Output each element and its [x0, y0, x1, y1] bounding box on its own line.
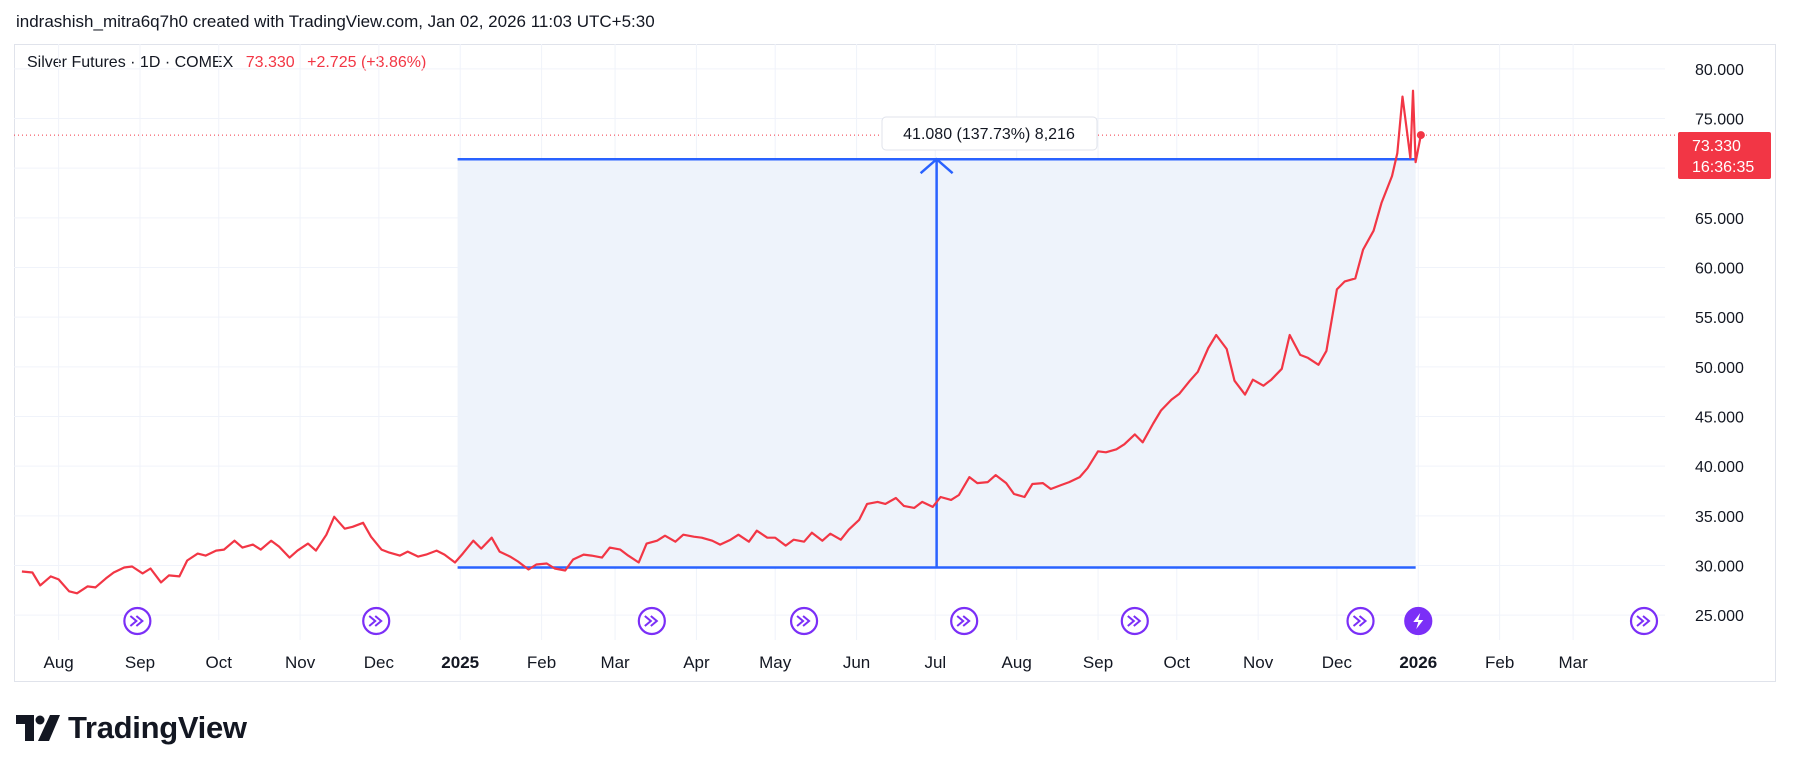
- chart-frame: [14, 44, 1776, 682]
- tradingview-brand-text: TradingView: [68, 710, 247, 745]
- attribution-text: indrashish_mitra6q7h0 created with Tradi…: [16, 12, 655, 31]
- chart-legend: Silver Futures · 1D · COMEX 73.330 +2.72…: [27, 54, 426, 72]
- legend-change: +2.725 (+3.86%): [307, 54, 427, 71]
- legend-symbol[interactable]: Silver Futures · 1D · COMEX: [27, 54, 234, 71]
- tradingview-logo[interactable]: TradingView: [16, 710, 247, 746]
- tradingview-logo-icon: [16, 715, 60, 741]
- legend-price: 73.330: [245, 54, 295, 71]
